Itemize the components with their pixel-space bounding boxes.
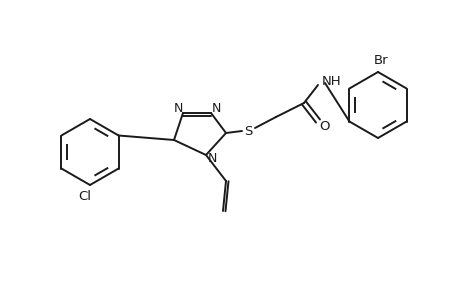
Text: N: N (207, 152, 216, 164)
Text: NH: NH (321, 74, 341, 88)
Text: Br: Br (373, 53, 387, 67)
Text: S: S (243, 124, 252, 137)
Text: N: N (173, 101, 182, 115)
Text: N: N (211, 101, 220, 115)
Text: Cl: Cl (78, 190, 91, 203)
Text: O: O (319, 119, 330, 133)
